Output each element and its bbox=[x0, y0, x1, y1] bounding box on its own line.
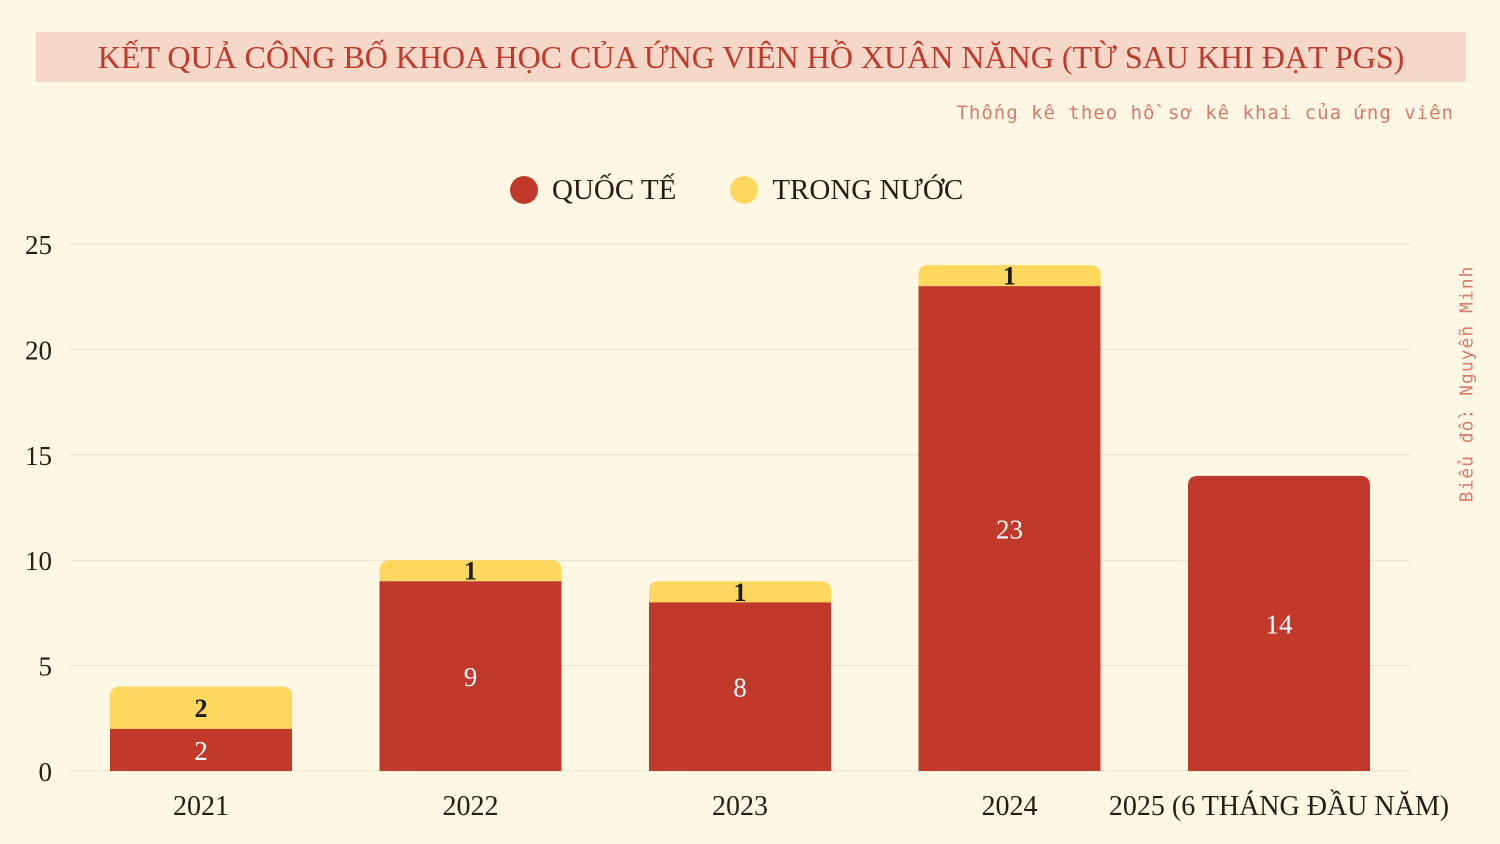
bar-international bbox=[110, 728, 292, 771]
bar-international bbox=[379, 581, 562, 771]
x-tick-label: 2022 bbox=[443, 791, 499, 822]
y-tick-label: 0 bbox=[39, 757, 53, 787]
data-label-domestic: 1 bbox=[1003, 262, 1016, 291]
y-tick-label: 10 bbox=[25, 546, 52, 576]
legend-dot-international bbox=[510, 176, 538, 204]
bar-domestic bbox=[649, 581, 831, 603]
data-label-domestic: 1 bbox=[464, 557, 477, 586]
data-label-domestic: 2 bbox=[195, 694, 208, 723]
x-tick-label: 2025 (6 THÁNG ĐẦU NĂM) bbox=[1109, 790, 1449, 822]
bar-international bbox=[918, 286, 1101, 771]
legend-item-international: QUỐC TẾ bbox=[510, 174, 676, 207]
y-tick-label: 25 bbox=[25, 230, 52, 260]
data-label-international: 9 bbox=[464, 662, 478, 692]
data-label-international: 14 bbox=[1266, 609, 1294, 639]
bar-international bbox=[1188, 475, 1370, 771]
legend: QUỐC TẾ TRONG NƯỚC bbox=[510, 168, 1017, 212]
bar-domestic bbox=[379, 560, 562, 582]
data-label-domestic: 1 bbox=[734, 578, 747, 607]
chart-title: KẾT QUẢ CÔNG BỐ KHOA HỌC CỦA ỨNG VIÊN HỒ… bbox=[97, 39, 1405, 75]
x-tick-label: 2021 bbox=[173, 791, 229, 822]
x-tick-label: 2024 bbox=[982, 791, 1038, 822]
bar-international bbox=[649, 602, 831, 771]
y-tick-label: 5 bbox=[39, 652, 53, 682]
data-label-international: 23 bbox=[996, 515, 1023, 545]
data-label-international: 2 bbox=[194, 736, 208, 766]
legend-dot-domestic bbox=[730, 176, 759, 204]
data-label-international: 8 bbox=[733, 673, 747, 703]
y-tick-label: 20 bbox=[25, 335, 52, 365]
chart-subtitle: Thống kê theo hồ sơ kê khai của ứng viên bbox=[956, 102, 1454, 124]
legend-label-international: QUỐC TẾ bbox=[552, 173, 677, 206]
bar-domestic bbox=[110, 686, 292, 729]
legend-label-domestic: TRONG NƯỚC bbox=[772, 173, 964, 206]
title-band bbox=[36, 32, 1466, 82]
bar-domestic bbox=[918, 265, 1101, 287]
legend-item-domestic: TRONG NƯỚC bbox=[730, 174, 963, 207]
x-tick-label: 2023 bbox=[712, 791, 768, 822]
y-tick-label: 15 bbox=[25, 441, 52, 471]
